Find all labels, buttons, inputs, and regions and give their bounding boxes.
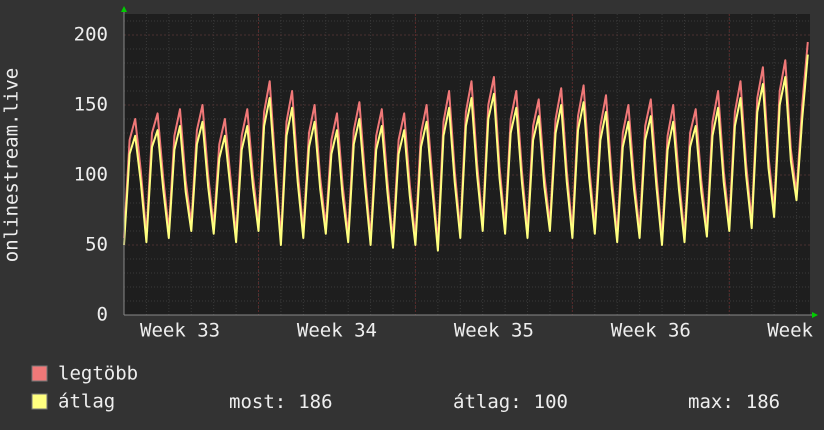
- y-tick-label: 100: [74, 164, 108, 186]
- y-axis-label: onlinestream.live: [1, 68, 23, 262]
- legend-swatch: [31, 365, 48, 382]
- y-tick-label: 150: [74, 94, 108, 116]
- axes: [121, 6, 818, 318]
- stat-value: 100: [534, 391, 568, 413]
- y-arrow: [121, 6, 127, 12]
- summary-stat: átlag: 100: [453, 391, 568, 413]
- stat-value: 186: [746, 391, 780, 413]
- x-tick-label: Week 36: [611, 320, 691, 342]
- x-tick-label: Week 33: [140, 320, 220, 342]
- summary-stat: most: 186: [229, 391, 333, 413]
- lines: [123, 41, 809, 252]
- legend-label: átlag: [58, 391, 115, 413]
- stat-label: most:: [229, 391, 286, 413]
- stat-value: 186: [298, 391, 332, 413]
- plot-area: [124, 14, 810, 315]
- x-tick-label: Week 34: [297, 320, 377, 342]
- legend-label: legtöbb: [58, 363, 138, 385]
- y-tick-label: 50: [85, 234, 108, 256]
- legend-swatch: [31, 393, 48, 410]
- y-tick-label: 0: [97, 304, 108, 326]
- y-tick-label: 200: [74, 24, 108, 46]
- summary-stat: max: 186: [688, 391, 780, 413]
- stat-label: átlag:: [453, 391, 522, 413]
- x-arrow: [812, 312, 818, 318]
- x-tick-label: Week: [767, 320, 813, 342]
- series-line: [123, 54, 809, 252]
- x-tick-label: Week 35: [454, 320, 534, 342]
- stat-label: max:: [688, 391, 734, 413]
